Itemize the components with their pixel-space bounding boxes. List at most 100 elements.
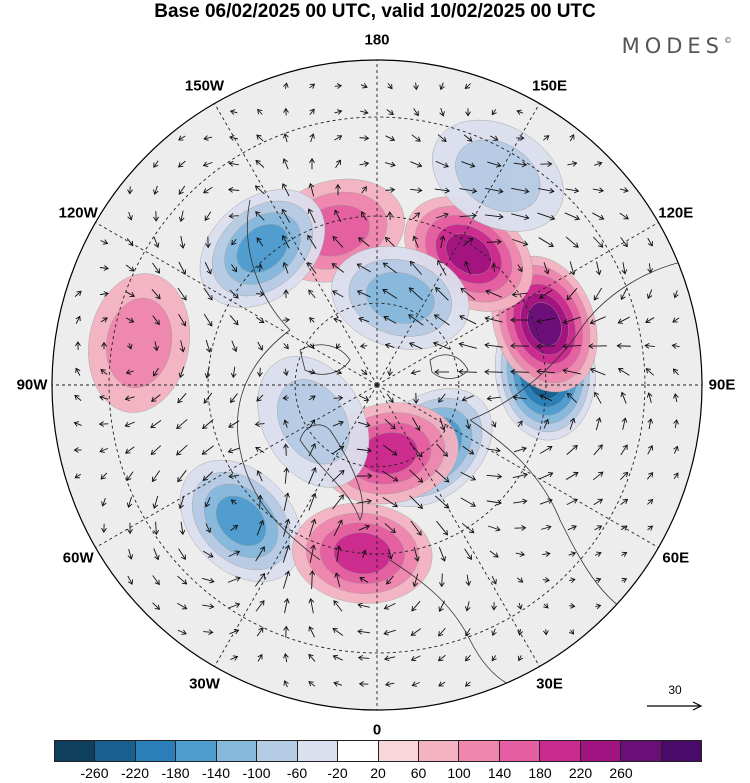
wind-vector: [335, 545, 342, 562]
wind-vector: [229, 393, 238, 404]
wind-vector: [486, 238, 502, 245]
wind-vector: [125, 369, 134, 375]
wind-vector: [511, 187, 530, 194]
polar-map: [51, 59, 703, 711]
wind-vector: [283, 680, 289, 688]
wind-vector: [510, 317, 530, 323]
wind-vector: [539, 498, 553, 505]
wind-vector: [672, 368, 679, 376]
wind-vector: [332, 290, 344, 298]
wind-vector: [332, 494, 344, 510]
wind-vector: [513, 446, 527, 453]
wind-vector: [434, 187, 451, 194]
wind-vector: [565, 236, 579, 248]
wind-vector: [384, 236, 395, 247]
anomaly-contour: [236, 224, 289, 274]
wind-vector: [75, 315, 81, 324]
wind-vector: [491, 628, 497, 637]
wind-vector: [127, 212, 133, 221]
wind-vector: [438, 627, 446, 637]
wind-vector: [620, 498, 629, 505]
wind-vector: [646, 392, 653, 404]
wind-vector: [568, 551, 577, 557]
wind-vector: [282, 317, 291, 323]
wind-vector: [205, 339, 212, 353]
wind-vector: [101, 341, 107, 350]
wind-vector: [356, 290, 371, 298]
wind-vector: [437, 259, 447, 276]
colorbar-tick-label: -220: [120, 765, 150, 781]
wind-vector: [308, 625, 315, 638]
wind-vector: [101, 523, 107, 534]
wind-vector: [74, 290, 82, 297]
wind-vector: [435, 287, 449, 301]
wind-vector: [408, 287, 423, 301]
wind-vector: [202, 603, 215, 610]
wind-vector: [358, 316, 370, 323]
wind-vector: [179, 521, 186, 536]
wind-vector: [647, 263, 653, 274]
wind-vector: [562, 316, 581, 325]
wind-vector: [491, 263, 497, 273]
wind-vector: [126, 317, 135, 323]
anomaly-center-9: [180, 459, 303, 582]
wind-vector: [283, 107, 289, 116]
wind-vector: [673, 472, 679, 480]
wind-vector: [594, 525, 603, 531]
wind-vector: [464, 83, 472, 89]
wind-vector: [464, 601, 471, 612]
wind-vector: [360, 83, 368, 89]
wind-vector: [308, 597, 315, 614]
wind-vector: [283, 598, 290, 614]
wind-vector: [461, 395, 474, 402]
colorbar-tick-label: 140: [487, 765, 512, 781]
wind-vector: [333, 681, 343, 687]
wind-vector: [332, 654, 343, 661]
colorbar-segment: [95, 741, 136, 761]
wind-vector: [489, 135, 499, 141]
wind-vector: [647, 418, 654, 430]
wind-vector: [257, 263, 263, 272]
colorbar-segment: [176, 741, 217, 761]
wind-vector: [487, 447, 501, 454]
wind-vector: [459, 187, 478, 194]
wind-vector: [387, 211, 393, 220]
wind-vector: [511, 291, 528, 298]
wind-vector: [153, 367, 159, 377]
wind-vector: [308, 369, 316, 375]
wind-vector: [334, 209, 342, 222]
colorbar-segment: [378, 741, 419, 761]
anomaly-contour: [215, 495, 267, 547]
wind-vector: [620, 444, 628, 456]
wind-vector: [361, 186, 367, 194]
wind-vector: [595, 261, 602, 276]
wind-vector: [409, 469, 424, 483]
wind-vector: [281, 234, 290, 249]
colorbar-segment: [459, 741, 500, 761]
wind-vector: [437, 134, 447, 143]
wind-vector: [228, 602, 241, 609]
wind-vector: [357, 655, 370, 661]
wind-vector: [126, 496, 133, 508]
longitude-label-90w: 90W: [16, 376, 48, 394]
wind-vector: [536, 343, 556, 350]
longitude-label-150w: 150W: [184, 77, 225, 95]
wind-vector: [177, 629, 187, 635]
anomaly-contour: [445, 233, 492, 275]
wind-vector: [589, 316, 606, 325]
wind-vector: [595, 417, 602, 431]
wind-vector: [647, 237, 653, 247]
wind-vector: [176, 419, 188, 430]
wind-vector: [464, 260, 471, 275]
wind-vector: [332, 628, 344, 636]
wind-vector: [308, 653, 316, 662]
wind-vector: [283, 368, 289, 377]
wind-vector: [644, 343, 655, 349]
wind-vector: [229, 314, 239, 326]
wind-vector: [491, 655, 497, 662]
wind-vector: [255, 159, 265, 168]
wind-vector: [227, 576, 241, 583]
wind-vector: [177, 470, 187, 483]
wind-vector: [255, 546, 265, 562]
wind-vector: [647, 525, 654, 531]
